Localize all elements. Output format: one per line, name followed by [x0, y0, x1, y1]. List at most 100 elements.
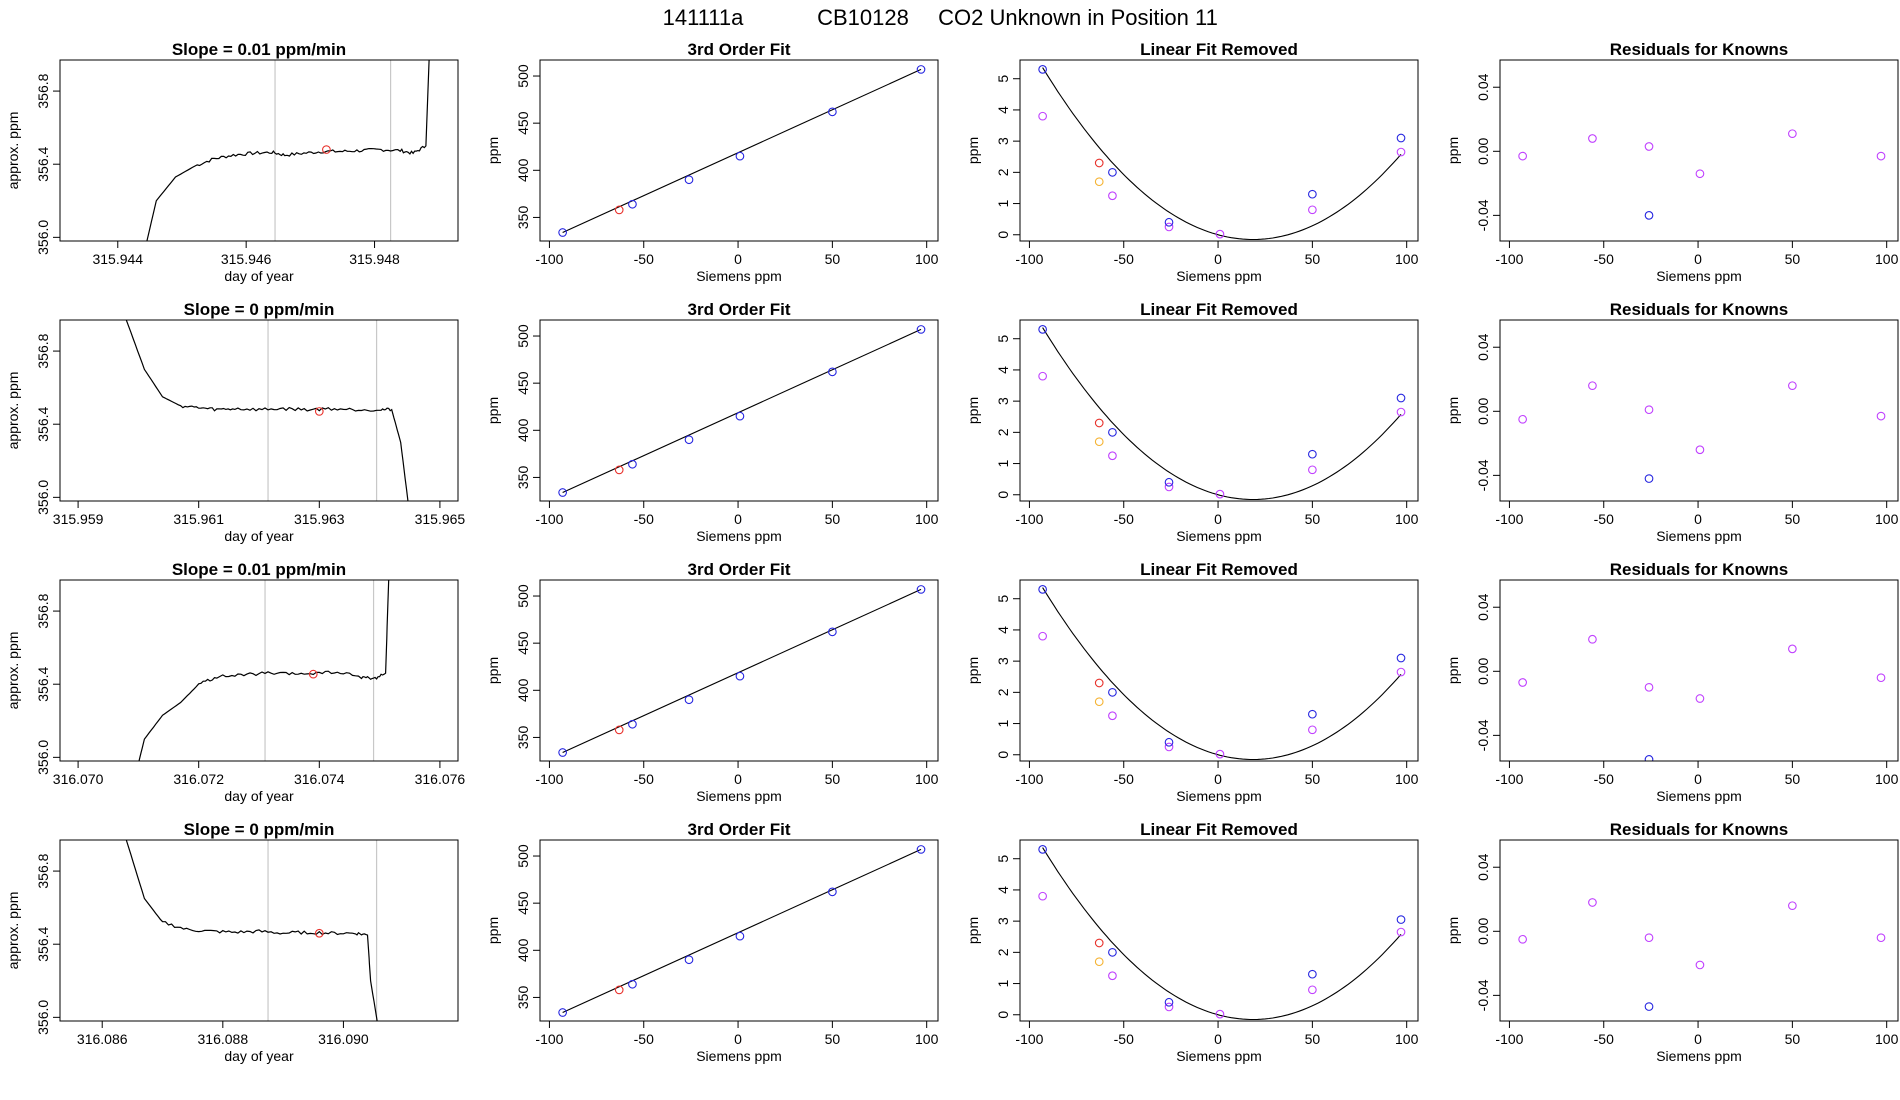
standard-point [1108, 687, 1117, 697]
known-residual-point [1396, 147, 1406, 157]
y-tick-label: 400 [515, 938, 531, 962]
x-axis-label: Siemens ppm [1656, 268, 1742, 284]
fit-line [562, 848, 922, 1014]
y-axis-label: approx. ppm [5, 112, 21, 190]
panel-frame [539, 839, 939, 1022]
standard-point [558, 228, 567, 237]
x-axis-label: Siemens ppm [1656, 528, 1742, 544]
y-tick-label: -0.04 [1475, 199, 1491, 231]
y-tick-label: 4 [995, 626, 1011, 634]
x-tick-label: 0 [1214, 511, 1222, 527]
y-axis-label: ppm [965, 397, 981, 424]
x-tick-label: -50 [1594, 511, 1614, 527]
x-tick-label: 50 [825, 1031, 841, 1047]
known-residual-point [1164, 222, 1174, 232]
x-tick-label: 0 [734, 251, 742, 267]
known-residual-point [1215, 749, 1225, 759]
y-tick-label: 500 [515, 324, 531, 348]
y-tick-label: 2 [995, 688, 1011, 696]
x-tick-label: 50 [1305, 511, 1321, 527]
x-tick-label: 100 [1875, 1031, 1899, 1047]
plot-area [1038, 585, 1406, 761]
x-tick-label: 50 [1785, 251, 1801, 267]
x-tick-label: -100 [1015, 251, 1043, 267]
known-residual-point [1876, 151, 1886, 161]
x-tick-label: 0 [734, 511, 742, 527]
unknown-orange-point [1094, 957, 1104, 967]
y-tick-label: 350 [515, 466, 531, 490]
fit-line [562, 328, 922, 494]
y-tick-label: 350 [515, 986, 531, 1010]
y-tick-label: 356.8 [35, 593, 51, 628]
x-tick-label: 0 [734, 771, 742, 787]
panel-3rd-order-fit-row-1: 3rd Order Fit -100 -50 0 50 100 350 400 450 500 Si… [485, 40, 939, 284]
x-axis-label: day of year [224, 268, 294, 284]
panel-frame [1019, 59, 1419, 242]
standard-point [916, 585, 926, 594]
known-residual-point [1396, 407, 1406, 417]
x-tick-label: 0 [1214, 1031, 1222, 1047]
x-tick-label: 316.070 [53, 771, 104, 787]
x-tick-label: -100 [535, 511, 563, 527]
y-axis-label: ppm [485, 917, 501, 944]
x-tick-label: -100 [1495, 1031, 1523, 1047]
panel-title: Residuals for Knowns [1610, 40, 1789, 59]
standard-point [1164, 217, 1174, 227]
y-axis-label: ppm [965, 137, 981, 164]
panel-frame [59, 319, 459, 502]
x-tick-label: 100 [1395, 511, 1419, 527]
x-tick-label: 100 [1395, 771, 1419, 787]
x-tick-label: -50 [1594, 771, 1614, 787]
known-residual-point [1588, 134, 1597, 143]
standard-point [558, 488, 567, 497]
x-tick-label: -100 [1015, 511, 1043, 527]
y-axis-label: approx. ppm [5, 632, 21, 710]
y-tick-label: 1 [995, 199, 1011, 207]
standard-point [735, 931, 745, 941]
panel-title: Residuals for Knowns [1610, 300, 1789, 319]
standard-point [1396, 653, 1406, 663]
y-tick-label: 3 [995, 917, 1011, 925]
y-tick-label: 450 [515, 891, 531, 915]
panel-time-series-row-4: Slope = 0 ppm/min 316.086 316.088 316.090 35… [5, 820, 459, 1064]
x-tick-label: -50 [1114, 251, 1134, 267]
x-tick-label: 315.944 [92, 251, 143, 267]
standard-point [684, 435, 694, 445]
standard-point [916, 325, 926, 334]
ppm-trace-line [125, 840, 378, 1021]
plot-area [1518, 129, 1886, 220]
unknown-point [1094, 158, 1104, 168]
panel-title: Residuals for Knowns [1610, 560, 1789, 579]
panel-frame [1019, 579, 1419, 762]
plot-area [1518, 898, 1886, 1011]
y-tick-label: 3 [995, 137, 1011, 145]
ppm-trace-line [125, 320, 409, 501]
x-tick-label: 50 [1305, 1031, 1321, 1047]
x-tick-label: 100 [1395, 1031, 1419, 1047]
y-tick-label: 5 [995, 75, 1011, 83]
standard-point [684, 695, 694, 705]
fit-curve [1042, 327, 1402, 501]
y-tick-label: 0.00 [1475, 397, 1491, 424]
y-tick-label: 2 [995, 168, 1011, 176]
y-tick-label: 2 [995, 428, 1011, 436]
x-tick-label: -100 [535, 251, 563, 267]
y-tick-label: 5 [995, 855, 1011, 863]
panel-title: 3rd Order Fit [688, 820, 791, 839]
known-residual-point [1038, 891, 1047, 901]
y-axis-label: ppm [1445, 397, 1461, 424]
y-tick-label: 0 [995, 231, 1011, 239]
x-axis-label: Siemens ppm [696, 1048, 782, 1064]
panel-title: Residuals for Knowns [1610, 820, 1789, 839]
x-tick-label: -50 [634, 511, 654, 527]
y-tick-label: 500 [515, 584, 531, 608]
fit-curve [1042, 587, 1402, 761]
standard-point [1396, 915, 1406, 924]
plot-area [1518, 381, 1886, 483]
known-residual-point [1644, 142, 1654, 151]
x-tick-label: 50 [1785, 771, 1801, 787]
panel-time-series-row-2: Slope = 0 ppm/min 315.959 315.961 315.963 31… [5, 300, 465, 544]
x-tick-label: -50 [1114, 1031, 1134, 1047]
standard-point [828, 627, 837, 637]
y-tick-label: 0.04 [1475, 73, 1491, 100]
